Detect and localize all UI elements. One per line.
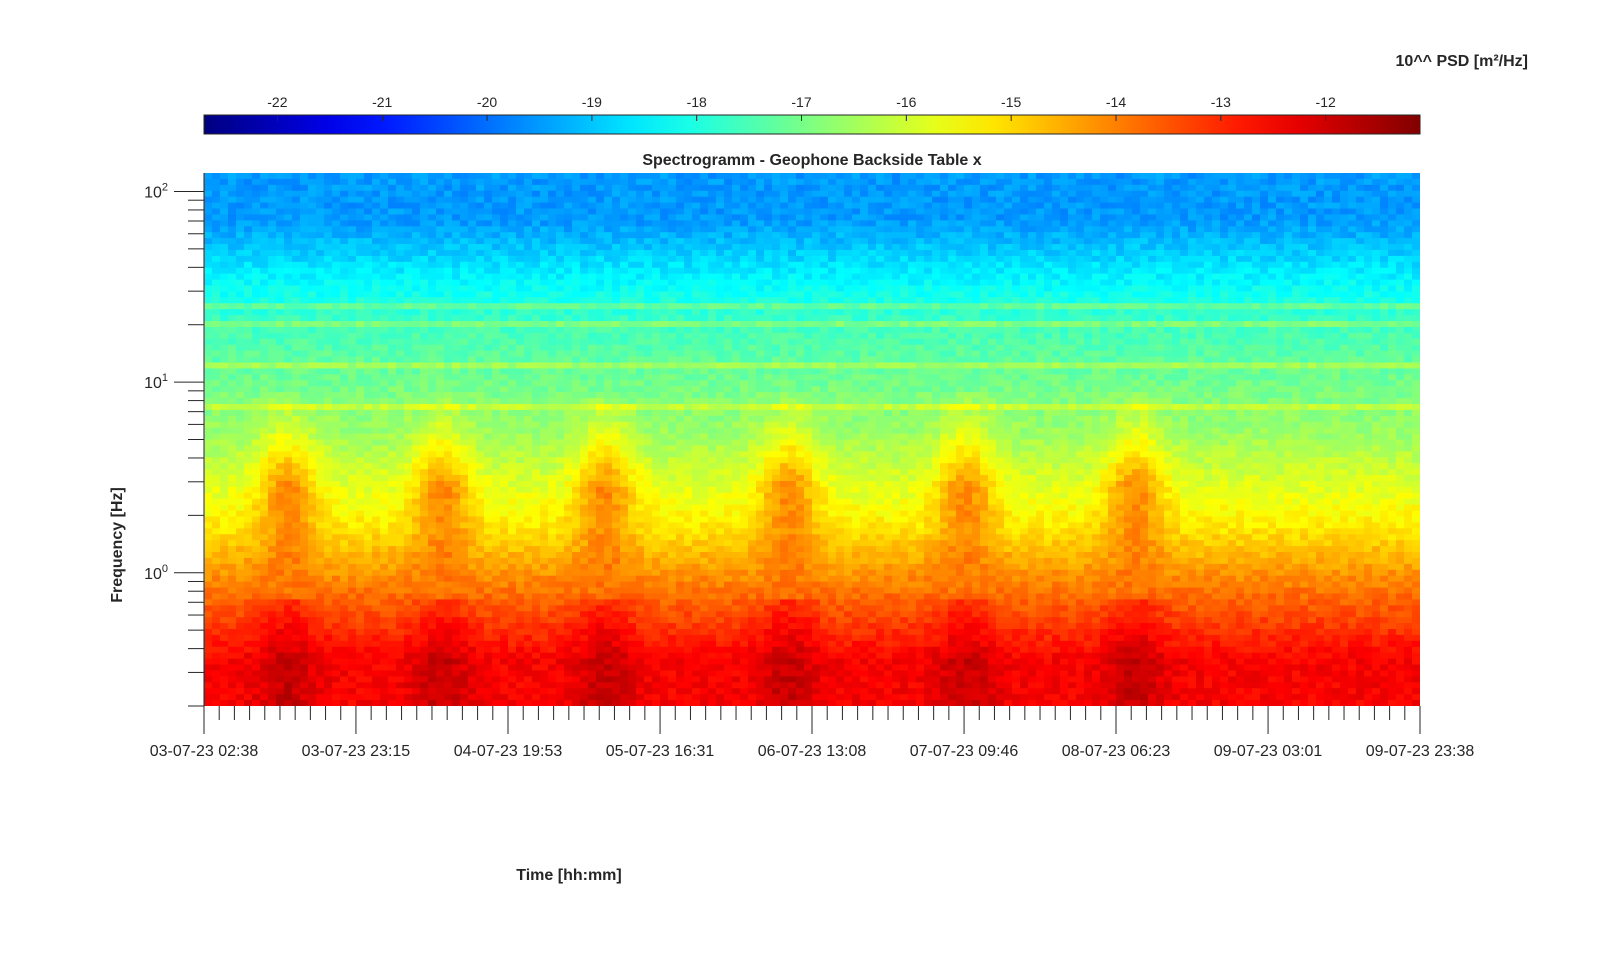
colorbar-tick-label: -15 [1001, 94, 1021, 110]
x-axis-label: Time [hh:mm] [516, 867, 621, 884]
colorbar-tick-label: -21 [372, 94, 392, 110]
x-tick-label: 09-07-23 23:38 [1366, 743, 1475, 760]
x-tick-label: 07-07-23 09:46 [910, 743, 1019, 760]
colorbar-tick-label: -19 [582, 94, 602, 110]
colorbar-gradient [204, 115, 1420, 134]
colorbar-tick-label: -17 [791, 94, 811, 110]
x-tick-label: 04-07-23 19:53 [454, 743, 563, 760]
colorbar-tick-label: -13 [1211, 94, 1231, 110]
colorbar-tick-label: -12 [1316, 94, 1336, 110]
x-tick-label: 08-07-23 06:23 [1062, 743, 1171, 760]
x-tick-label: 06-07-23 13:08 [758, 743, 867, 760]
colorbar: -22 -21 -20 -19 -18 -17 -16 -15 -14 -13 -12 [204, 94, 1420, 134]
y-axis-label: Frequency [Hz] [109, 487, 126, 603]
x-tick-label: 03-07-23 23:15 [302, 743, 411, 760]
x-tick-label: 05-07-23 16:31 [606, 743, 715, 760]
y-tick-label: 101 [144, 372, 168, 392]
chart-title: Spectrogramm - Geophone Backside Table x [642, 152, 981, 169]
y-tick-label: 102 [144, 181, 168, 201]
colorbar-tick-label: -22 [267, 94, 287, 110]
y-tick-label: 100 [144, 563, 168, 583]
x-tick-label: 03-07-23 02:38 [150, 743, 259, 760]
colorbar-tick-label: -14 [1106, 94, 1126, 110]
spectrogram-plot-area [204, 173, 1421, 707]
colorbar-tick-label: -16 [896, 94, 916, 110]
colorbar-tick-label: -20 [477, 94, 497, 110]
x-tick-label: 09-07-23 03:01 [1214, 743, 1323, 760]
colorbar-label: 10^^ PSD [m²/Hz] [1396, 53, 1528, 70]
colorbar-tick-label: -18 [687, 94, 707, 110]
